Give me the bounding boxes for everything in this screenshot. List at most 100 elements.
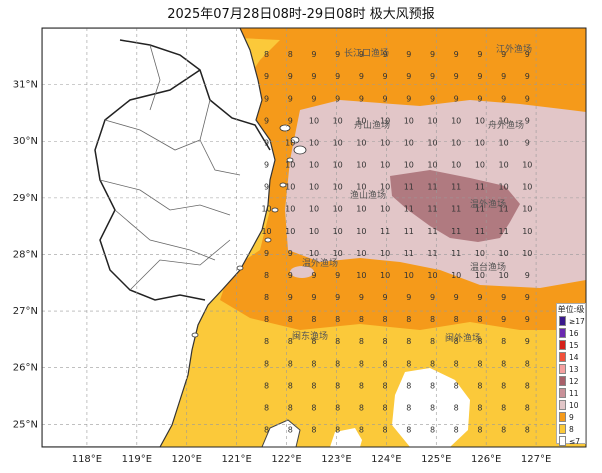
fishery-zone-label: 温台渔场 — [470, 261, 506, 273]
wind-level-value: 8 — [477, 403, 482, 412]
wind-level-value: 8 — [383, 426, 388, 435]
wind-level-value: 9 — [264, 116, 269, 125]
wind-level-value: 8 — [383, 381, 388, 390]
wind-level-value: 9 — [335, 50, 340, 59]
wind-level-value: 10 — [333, 138, 343, 147]
wind-level-value: 10 — [309, 138, 319, 147]
graticule — [42, 28, 586, 447]
wind-level-value: 10 — [522, 183, 532, 192]
wind-level-value: 10 — [356, 138, 366, 147]
field-level-11 — [390, 170, 520, 242]
legend-item: ≤7 — [557, 435, 585, 447]
wind-level-value: 10 — [499, 138, 509, 147]
legend-swatch — [559, 412, 566, 422]
wind-level-value: 8 — [383, 403, 388, 412]
legend-label: 12 — [569, 376, 579, 386]
wind-level-value: 10 — [404, 116, 414, 125]
lon-tick-label: 121°E — [221, 454, 251, 465]
wind-level-value: 8 — [454, 315, 459, 324]
wind-level-value: 10 — [261, 227, 271, 236]
wind-level-value: 8 — [406, 381, 411, 390]
wind-level-value: 8 — [311, 315, 316, 324]
wind-level-value: 8 — [406, 359, 411, 368]
wind-level-value: 9 — [477, 94, 482, 103]
wind-level-value: 9 — [311, 293, 316, 302]
legend-title: 单位:级 — [557, 305, 585, 314]
wind-level-value: 10 — [451, 161, 461, 170]
legend-swatch — [559, 376, 566, 386]
wind-level-value: 8 — [335, 403, 340, 412]
wind-level-value: 9 — [335, 94, 340, 103]
lon-tick-label: 118°E — [72, 454, 102, 465]
wind-level-value: 9 — [454, 72, 459, 81]
wind-level-value: 10 — [380, 271, 390, 280]
field-level-10-pocket — [290, 266, 314, 278]
county-borders — [99, 44, 241, 291]
wind-level-value: 10 — [522, 161, 532, 170]
legend-label: 16 — [569, 328, 579, 338]
wind-level-value: 9 — [477, 50, 482, 59]
wind-level-value: 10 — [522, 205, 532, 214]
wind-level-value: 10 — [356, 183, 366, 192]
wind-level-value: 8 — [383, 337, 388, 346]
wind-level-value: 8 — [264, 293, 269, 302]
legend-label: 11 — [569, 388, 579, 398]
legend-label: 10 — [569, 400, 579, 410]
wind-level-value: 10 — [380, 249, 390, 258]
wind-level-value: 8 — [288, 359, 293, 368]
wind-level-value: 8 — [477, 381, 482, 390]
legend-swatch — [559, 328, 566, 338]
wind-level-value: 8 — [383, 359, 388, 368]
wind-level-value: 9 — [288, 116, 293, 125]
wind-level-value: 8 — [264, 381, 269, 390]
taiwan-land — [261, 419, 301, 447]
wind-level-value: 10 — [309, 183, 319, 192]
wind-level-value: 10 — [285, 227, 295, 236]
wind-level-value: 10 — [499, 249, 509, 258]
wind-level-value: 9 — [525, 271, 530, 280]
wind-level-value: 10 — [356, 249, 366, 258]
wind-level-value: 9 — [288, 293, 293, 302]
wind-level-value: 11 — [475, 183, 485, 192]
wind-level-value: 9 — [430, 293, 435, 302]
legend-item: 14 — [557, 351, 585, 363]
wind-level-value: 8 — [288, 315, 293, 324]
wind-level-value: 10 — [522, 227, 532, 236]
wind-level-value: 11 — [499, 205, 509, 214]
wind-level-value: 10 — [475, 271, 485, 280]
wind-level-value: 9 — [430, 72, 435, 81]
legend-label: ≥17 — [569, 316, 585, 326]
lon-tick-label: 119°E — [122, 454, 152, 465]
wind-level-value: 11 — [404, 227, 414, 236]
wind-level-value: 8 — [311, 337, 316, 346]
wind-level-value: 11 — [451, 205, 461, 214]
wind-level-value: 8 — [311, 426, 316, 435]
fishery-zone-label: 闽东渔场 — [292, 330, 328, 342]
legend-item: 8 — [557, 423, 585, 435]
legend: 单位:级 ≥17 16 15 14 13 12 11 10 9 8 ≤7 — [556, 303, 586, 447]
legend-item: 13 — [557, 363, 585, 375]
wind-level-value: 8 — [335, 359, 340, 368]
legend-item: 12 — [557, 375, 585, 387]
wind-level-value: 8 — [430, 381, 435, 390]
wind-level-value: 10 — [285, 161, 295, 170]
wind-level-value: 10 — [333, 183, 343, 192]
wind-level-value: 11 — [499, 227, 509, 236]
wind-level-value: 11 — [427, 249, 437, 258]
wind-level-value: 8 — [454, 403, 459, 412]
wind-level-value: 10 — [427, 271, 437, 280]
wind-level-value: 8 — [264, 271, 269, 280]
wind-level-value: 8 — [288, 426, 293, 435]
lat-tick-label: 31°N — [13, 80, 38, 91]
wind-level-value: 10 — [427, 161, 437, 170]
wind-level-value: 8 — [359, 359, 364, 368]
wind-level-value: 9 — [311, 94, 316, 103]
coastal-islands — [191, 124, 307, 338]
wind-level-value: 8 — [430, 337, 435, 346]
wind-level-value: 9 — [501, 94, 506, 103]
wind-level-value: 10 — [285, 183, 295, 192]
wind-level-value: 11 — [404, 183, 414, 192]
wind-level-value: 9 — [406, 94, 411, 103]
wind-level-value: 9 — [383, 94, 388, 103]
wind-level-value: 8 — [264, 426, 269, 435]
